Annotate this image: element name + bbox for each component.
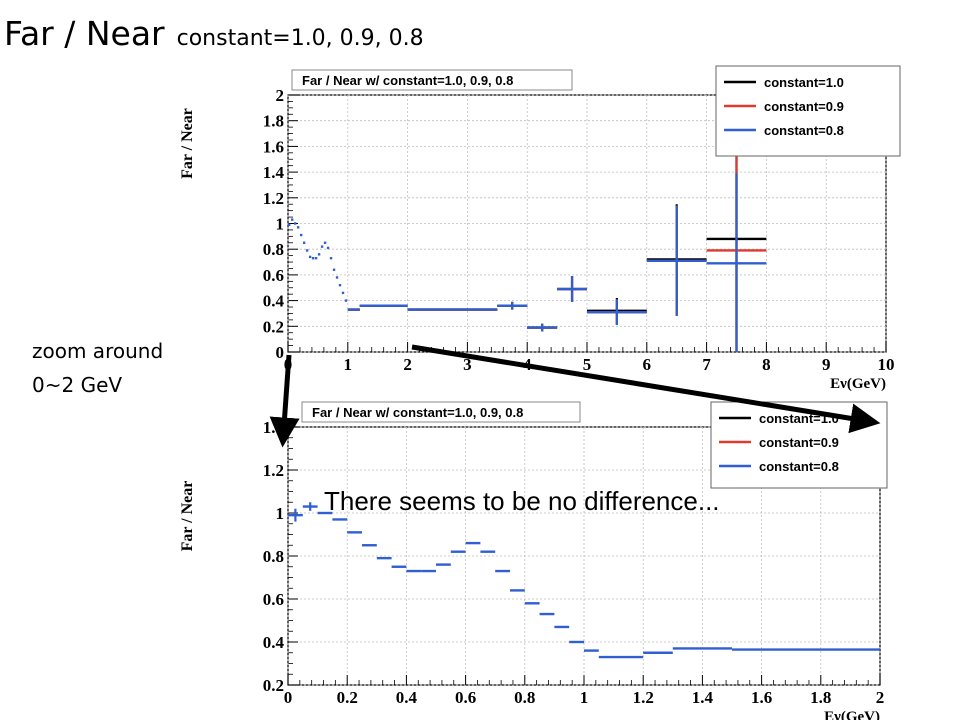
x-tick-label: 5 (583, 355, 592, 374)
x-tick-label: 1.8 (810, 688, 831, 707)
x-tick-label: 1 (580, 688, 589, 707)
x-tick-label: 0.4 (396, 688, 418, 707)
legend-label: constant=0.8 (764, 123, 844, 138)
y-tick-label: 0 (276, 343, 285, 362)
legend-label: constant=0.8 (759, 459, 839, 474)
zoom-note-line1: zoom around (32, 339, 164, 363)
x-tick-label: 1 (344, 355, 353, 374)
x-tick-label: 1.4 (692, 688, 714, 707)
x-tick-label: 1.2 (633, 688, 654, 707)
x-tick-label: 2 (876, 688, 885, 707)
y-axis-label: Far / Near (179, 108, 196, 179)
slide-subtitle: constant=1.0, 0.9, 0.8 (176, 26, 424, 51)
y-tick-label: 0.2 (263, 676, 284, 695)
x-tick-label: 0.6 (455, 688, 476, 707)
y-tick-label: 0.6 (263, 590, 284, 609)
y-tick-label: 0.4 (263, 633, 285, 652)
legend-label: constant=0.9 (764, 99, 844, 114)
chart-title-box (291, 69, 573, 91)
x-axis-label: Eν(GeV) (830, 376, 886, 392)
legend-label: constant=1.0 (764, 75, 844, 90)
zoom-arrow-left (269, 354, 300, 448)
x-tick-label: 6 (643, 355, 652, 374)
x-tick-label: 1.6 (751, 688, 772, 707)
x-tick-label: 0.2 (337, 688, 358, 707)
x-tick-label: 8 (762, 355, 771, 374)
x-tick-label: 9 (822, 355, 831, 374)
y-tick-label: 1.4 (263, 163, 285, 182)
legend-label: constant=0.9 (759, 435, 839, 450)
y-tick-label: 0.8 (263, 240, 284, 259)
zoom-note-line2: 0~2 GeV (32, 373, 123, 397)
slide-title: Far / Near constant=1.0, 0.9, 0.8 (4, 14, 424, 53)
x-tick-label: 3 (463, 355, 472, 374)
comment-text: There seems to be no difference... (324, 486, 720, 516)
zoom-arrow-right (411, 344, 881, 434)
chart-title: Far / Near w/ constant=1.0, 0.9, 0.8 (302, 73, 513, 88)
zoom-note: zoom around 0~2 GeV (32, 334, 163, 402)
x-tick-label: 0.8 (514, 688, 535, 707)
chart-title: Far / Near w/ constant=1.0, 0.9, 0.8 (312, 405, 523, 420)
y-tick-label: 0.8 (263, 547, 284, 566)
y-tick-label: 1.8 (263, 112, 284, 131)
x-axis-label: Eν(GeV) (824, 709, 880, 720)
y-tick-label: 1.2 (263, 461, 284, 480)
slide-title-text: Far / Near (4, 14, 165, 53)
chart-title-box (301, 401, 581, 423)
y-tick-label: 1.6 (263, 137, 284, 156)
y-tick-label: 2 (276, 86, 285, 105)
x-tick-label: 10 (878, 355, 895, 374)
y-tick-label: 0.6 (263, 266, 284, 285)
y-tick-label: 1 (276, 215, 285, 234)
y-tick-label: 0.4 (263, 292, 285, 311)
x-tick-label: 0 (284, 688, 293, 707)
y-tick-label: 1.2 (263, 189, 284, 208)
y-tick-label: 0.2 (263, 317, 284, 336)
x-tick-label: 7 (702, 355, 711, 374)
x-tick-label: 2 (403, 355, 412, 374)
y-axis-label: Far / Near (179, 481, 196, 552)
y-tick-label: 1 (276, 504, 285, 523)
